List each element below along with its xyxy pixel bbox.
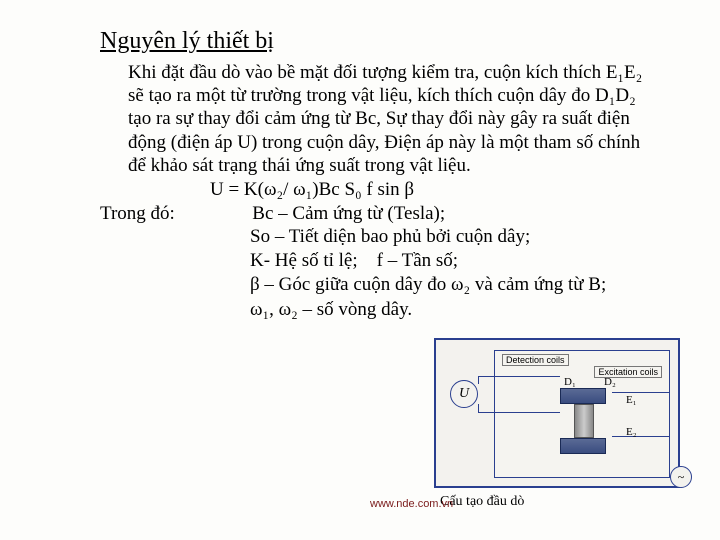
footer-url: www.nde.com.vn	[370, 498, 453, 510]
principle-paragraph: Khi đặt đầu dò vào bề mặt đối tượng kiểm…	[128, 61, 660, 177]
wire	[612, 392, 670, 393]
probe-diagram: U Detection coils Excitation coils D₁ D₂…	[434, 338, 680, 488]
wire	[612, 436, 670, 437]
def-beta: β – Góc giữa cuộn dây đo ω₂ và cảm ứng t…	[250, 273, 660, 297]
definitions-label: Trong đó: Bc – Cảm ứng từ (Tesla);	[100, 203, 660, 225]
def-omega: ω₁, ω₂ – số vòng dây.	[250, 298, 660, 322]
label-d1: D₁	[564, 376, 576, 388]
def-bc: Bc – Cảm ứng từ (Tesla);	[252, 203, 445, 224]
wire	[478, 412, 560, 413]
page-title: Nguyên lý thiết bị	[100, 28, 660, 55]
voltmeter-icon: U	[450, 380, 478, 408]
label-e1: E₁	[626, 394, 637, 406]
def-so: So – Tiết diện bao phủ bởi cuộn dây;	[250, 225, 660, 249]
core-bar-top	[560, 388, 606, 404]
label-e2: E₂	[626, 426, 637, 438]
detection-coils-label: Detection coils	[502, 354, 569, 366]
def-kf: K- Hệ số tỉ lệ; f – Tần số;	[250, 249, 660, 273]
formula: U = K(ω₂/ ω₁)Bc S₀ f sin β	[210, 179, 660, 201]
wire	[478, 376, 479, 384]
wire	[478, 404, 479, 412]
core-bar-bottom	[560, 438, 606, 454]
diagram-container: U Detection coils Excitation coils D₁ D₂…	[434, 338, 680, 510]
label-d2: D₂	[604, 376, 616, 388]
wire	[478, 376, 560, 377]
defs-label-text: Trong đó:	[100, 203, 175, 224]
diagram-caption: Cấu tạo đầu dò	[440, 494, 680, 510]
generator-icon: ~	[670, 466, 692, 488]
coil-core	[556, 388, 612, 454]
core-middle	[574, 404, 594, 438]
